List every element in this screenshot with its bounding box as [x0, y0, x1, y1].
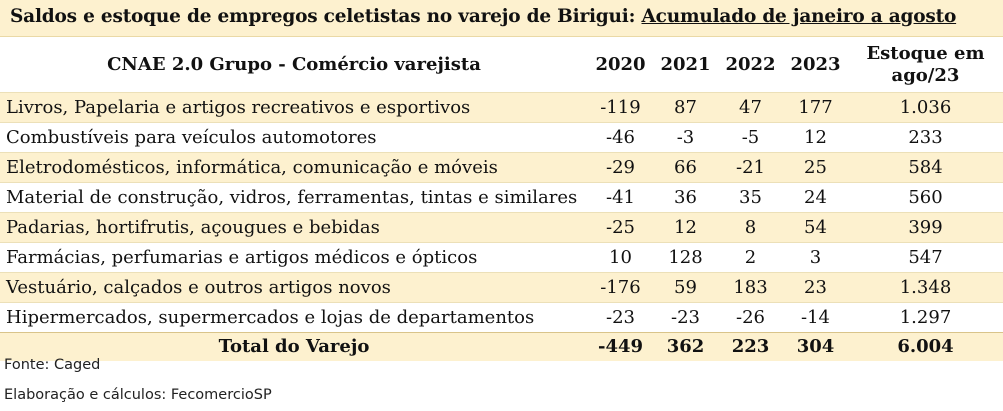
cell-stock: 560	[848, 182, 1003, 213]
header-2020: 2020	[595, 53, 646, 75]
cell-2022: 183	[718, 272, 783, 303]
row-name: Padarias, hortifrutis, açougues e bebida…	[0, 212, 588, 243]
cell-stock: 547	[848, 242, 1003, 273]
cell-2021: 12	[653, 212, 718, 243]
cell-stock: 1.036	[848, 92, 1003, 123]
table-row: Padarias, hortifrutis, açougues e bebida…	[0, 212, 1003, 243]
table-row: Combustíveis para veículos automotores -…	[0, 122, 1003, 153]
row-name: Farmácias, perfumarias e artigos médicos…	[0, 242, 588, 273]
cell-2023: -14	[783, 302, 848, 333]
cell-2022: -5	[718, 122, 783, 153]
cell-2021: -23	[653, 302, 718, 333]
cell-stock: 233	[848, 122, 1003, 153]
cell-2023: 12	[783, 122, 848, 153]
table-title: Saldos e estoque de empregos celetistas …	[10, 6, 956, 27]
cell-2022: 35	[718, 182, 783, 213]
title-prefix: Saldos e estoque de empregos celetistas …	[10, 6, 642, 27]
cell-2022: -26	[718, 302, 783, 333]
cell-2021: 66	[653, 152, 718, 183]
cell-2021: 128	[653, 242, 718, 273]
header-stock-line2: ago/23	[891, 64, 960, 86]
row-name: Material de construção, vidros, ferramen…	[0, 182, 588, 213]
header-row: CNAE 2.0 Grupo - Comércio varejista 2020…	[0, 37, 1003, 93]
table-row: Vestuário, calçados e outros artigos nov…	[0, 272, 1003, 303]
title-bar: Saldos e estoque de empregos celetistas …	[0, 0, 1003, 37]
row-name: Eletrodomésticos, informática, comunicaç…	[0, 152, 588, 183]
cell-stock: 399	[848, 212, 1003, 243]
total-2022: 223	[718, 332, 783, 361]
cell-2021: 59	[653, 272, 718, 303]
source-note: Fonte: Caged	[4, 357, 101, 373]
header-cnae-group: CNAE 2.0 Grupo - Comércio varejista	[107, 53, 481, 75]
cell-2022: 2	[718, 242, 783, 273]
cell-2020: -29	[588, 152, 653, 183]
cell-2022: -21	[718, 152, 783, 183]
header-2022: 2022	[725, 53, 776, 75]
total-2023: 304	[783, 332, 848, 361]
row-name: Hipermercados, supermercados e lojas de …	[0, 302, 588, 333]
credits-note: Elaboração e cálculos: FecomercioSP	[4, 387, 272, 403]
cell-2021: 87	[653, 92, 718, 123]
cell-2023: 23	[783, 272, 848, 303]
cell-2020: -119	[588, 92, 653, 123]
cell-2023: 177	[783, 92, 848, 123]
cell-2021: -3	[653, 122, 718, 153]
cell-2022: 47	[718, 92, 783, 123]
cell-2022: 8	[718, 212, 783, 243]
title-underlined: Acumulado de janeiro a agosto	[641, 6, 957, 27]
table-row: Farmácias, perfumarias e artigos médicos…	[0, 242, 1003, 273]
table-row: Eletrodomésticos, informática, comunicaç…	[0, 152, 1003, 183]
total-stock: 6.004	[848, 332, 1003, 361]
cell-2021: 36	[653, 182, 718, 213]
cell-2020: -46	[588, 122, 653, 153]
table-row: Livros, Papelaria e artigos recreativos …	[0, 92, 1003, 123]
cell-stock: 584	[848, 152, 1003, 183]
cell-2020: -25	[588, 212, 653, 243]
cell-2023: 24	[783, 182, 848, 213]
total-label: Total do Varejo	[0, 332, 588, 361]
row-name: Vestuário, calçados e outros artigos nov…	[0, 272, 588, 303]
cell-2020: -41	[588, 182, 653, 213]
total-row: Total do Varejo -449 362 223 304 6.004	[0, 332, 1003, 361]
cell-stock: 1.297	[848, 302, 1003, 333]
cell-2020: -23	[588, 302, 653, 333]
cell-2023: 25	[783, 152, 848, 183]
row-name: Livros, Papelaria e artigos recreativos …	[0, 92, 588, 123]
total-2021: 362	[653, 332, 718, 361]
cell-2023: 3	[783, 242, 848, 273]
table-row: Material de construção, vidros, ferramen…	[0, 182, 1003, 213]
cell-2023: 54	[783, 212, 848, 243]
header-2021: 2021	[660, 53, 711, 75]
cell-2020: -176	[588, 272, 653, 303]
cell-2020: 10	[588, 242, 653, 273]
header-2023: 2023	[790, 53, 841, 75]
row-name: Combustíveis para veículos automotores	[0, 122, 588, 153]
employment-table: CNAE 2.0 Grupo - Comércio varejista 2020…	[0, 37, 1003, 361]
header-stock-line1: Estoque em	[866, 42, 985, 64]
table-row: Hipermercados, supermercados e lojas de …	[0, 302, 1003, 333]
header-stock: Estoque em ago/23	[848, 37, 1003, 93]
total-2020: -449	[588, 332, 653, 361]
cell-stock: 1.348	[848, 272, 1003, 303]
